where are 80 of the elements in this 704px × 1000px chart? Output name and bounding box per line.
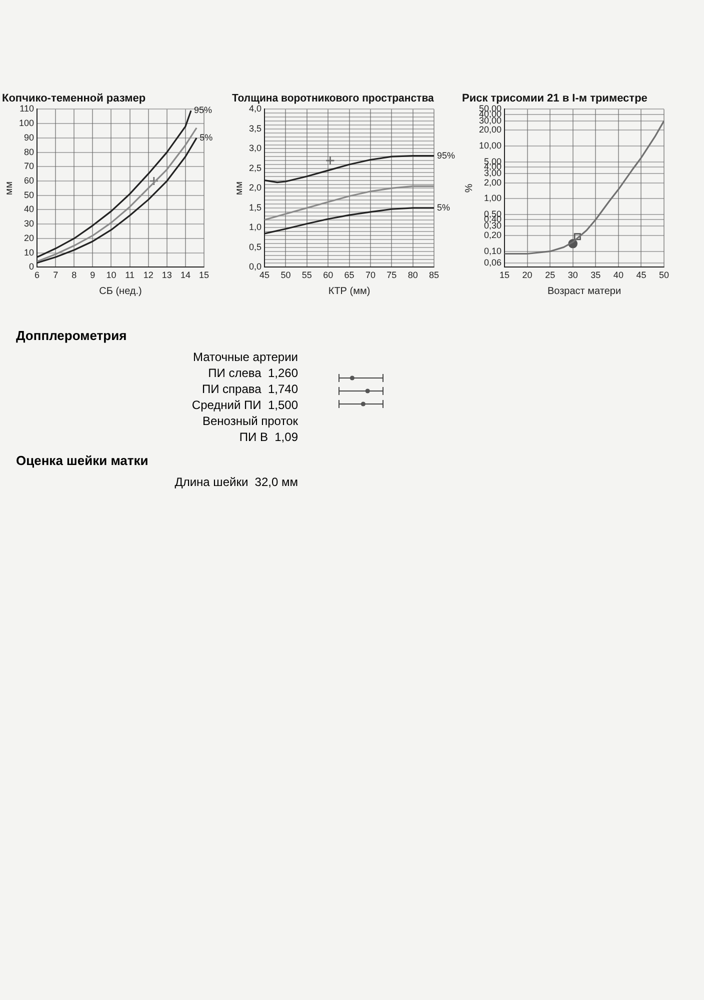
chart-title: Толщина воротникового пространства bbox=[232, 92, 435, 105]
x-tick-label: 7 bbox=[53, 270, 58, 280]
x-tick-label: 70 bbox=[365, 270, 376, 280]
x-tick-label: 15 bbox=[198, 270, 210, 280]
series-label: 5% bbox=[437, 202, 450, 212]
y-tick-label: 90 bbox=[24, 132, 34, 142]
y-tick-label: 0,5 bbox=[248, 242, 262, 252]
x-tick-label: 50 bbox=[658, 270, 670, 280]
y-tick-label: 80 bbox=[24, 146, 34, 157]
y-tick-label: 50 bbox=[24, 190, 34, 200]
text: Допплерометрия bbox=[16, 328, 128, 343]
x-tick-label: 20 bbox=[522, 270, 532, 280]
y-tick-label: 70 bbox=[24, 161, 34, 172]
y-axis-title: мм bbox=[4, 181, 15, 196]
x-tick-label: 65 bbox=[344, 270, 354, 280]
x-tick-label: 25 bbox=[545, 270, 556, 280]
x-tick-label: 14 bbox=[180, 270, 190, 280]
x-tick-label: 12 bbox=[143, 270, 154, 280]
chart-title: Копчико-теменной размер bbox=[2, 92, 146, 105]
y-tick-label: 0,30 bbox=[484, 220, 502, 231]
y-axis-title: % bbox=[464, 184, 475, 193]
text: ПИ В 1,09 bbox=[238, 429, 298, 445]
y-tick-label: 4,0 bbox=[248, 104, 262, 114]
x-tick-label: 50 bbox=[280, 270, 291, 280]
x-tick-label: 13 bbox=[162, 270, 172, 280]
x-axis-title: СБ (нед.) bbox=[99, 286, 142, 297]
x-tick-label: 10 bbox=[106, 270, 116, 280]
y-axis-title: мм bbox=[234, 181, 245, 196]
y-tick-label: 40 bbox=[24, 204, 34, 214]
y-tick-label: 50,00 bbox=[478, 104, 502, 114]
y-tick-label: 20,00 bbox=[478, 124, 502, 135]
x-tick-label: 30 bbox=[568, 270, 578, 280]
text: Средний ПИ 1,500 bbox=[190, 397, 298, 413]
x-tick-label: 35 bbox=[590, 270, 601, 280]
y-tick-label: 2,5 bbox=[248, 162, 262, 173]
x-tick-label: 80 bbox=[408, 270, 418, 280]
y-tick-label: 20 bbox=[24, 232, 34, 243]
y-tick-label: 2,00 bbox=[484, 177, 502, 188]
text: ПИ слева 1,260 bbox=[207, 365, 298, 381]
y-tick-label: 1,5 bbox=[248, 202, 262, 212]
x-tick-label: 60 bbox=[323, 270, 334, 280]
x-tick-label: 40 bbox=[613, 270, 624, 280]
text: Венозный проток bbox=[201, 413, 298, 429]
x-axis-title: Возраст матери bbox=[547, 286, 622, 297]
y-tick-label: 100 bbox=[18, 118, 34, 128]
x-axis-title: КТР (мм) bbox=[328, 286, 370, 297]
y-tick-label: 1,00 bbox=[484, 193, 502, 204]
y-tick-label: 30 bbox=[24, 218, 34, 229]
series-label: 95% bbox=[194, 105, 212, 116]
y-tick-label: 60 bbox=[24, 176, 34, 186]
y-tick-label: 0 bbox=[29, 262, 34, 272]
y-tick-label: 2,0 bbox=[248, 182, 262, 193]
x-tick-label: 6 bbox=[34, 270, 40, 280]
text: Длина шейки 32,0 мм bbox=[174, 474, 298, 490]
x-tick-label: 55 bbox=[302, 270, 312, 280]
series-label: 5% bbox=[200, 132, 213, 142]
y-tick-label: 3,00 bbox=[484, 168, 502, 178]
y-tick-label: 0,10 bbox=[484, 246, 502, 256]
y-tick-label: 3,0 bbox=[248, 143, 262, 154]
x-tick-label: 45 bbox=[636, 270, 646, 280]
x-tick-label: 9 bbox=[90, 270, 96, 280]
text: Оценка шейки матки bbox=[16, 453, 150, 468]
y-tick-label: 10,00 bbox=[478, 140, 502, 150]
series-label: 95% bbox=[437, 150, 456, 160]
text: ПИ справа 1,740 bbox=[200, 381, 298, 397]
chart-title: Риск трисомии 21 в I-м триместре bbox=[462, 92, 648, 105]
y-tick-label: 110 bbox=[20, 104, 34, 114]
x-tick-label: 11 bbox=[125, 270, 134, 280]
y-tick-label: 10 bbox=[24, 247, 34, 258]
x-tick-label: 15 bbox=[500, 270, 510, 280]
y-tick-label: 0,06 bbox=[484, 258, 502, 268]
x-tick-label: 45 bbox=[260, 270, 270, 280]
x-tick-label: 75 bbox=[386, 270, 397, 280]
x-tick-label: 8 bbox=[72, 270, 77, 280]
text: Маточные артерии bbox=[192, 349, 298, 365]
y-tick-label: 3,5 bbox=[248, 123, 262, 134]
y-tick-label: 1,0 bbox=[248, 222, 262, 232]
y-tick-label: 0,20 bbox=[484, 230, 502, 240]
x-tick-label: 85 bbox=[428, 270, 440, 280]
y-tick-label: 0,0 bbox=[248, 262, 262, 272]
